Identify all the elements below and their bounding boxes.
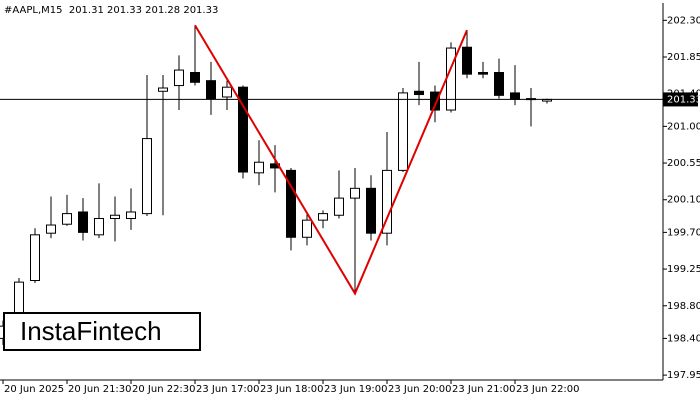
candle-body <box>78 211 88 233</box>
x-tick-label: 23 Jun 19:00 <box>324 384 388 395</box>
candle-body <box>142 138 152 215</box>
x-tick-label: 23 Jun 21:00 <box>452 384 516 395</box>
candle-body <box>62 213 72 225</box>
candle-body <box>158 87 168 92</box>
candle-body <box>462 46 472 75</box>
candle-body <box>494 72 504 96</box>
candle-body <box>398 92 408 171</box>
y-tick-label: 198.40 <box>667 333 700 344</box>
pattern-line <box>194 24 468 296</box>
x-tick-label: 20 Jun 21:30 <box>68 384 132 395</box>
candle-body <box>94 218 104 236</box>
candle-body <box>206 80 216 100</box>
y-tick-label: 200.55 <box>667 158 700 169</box>
y-tick-label: 201.85 <box>667 52 700 63</box>
candle-body <box>414 90 424 96</box>
candle-body <box>222 86 232 98</box>
y-tick-label: 199.25 <box>667 264 700 275</box>
x-tick-label: 23 Jun 18:00 <box>260 384 324 395</box>
candle-body <box>478 72 488 75</box>
candle-body <box>366 187 376 234</box>
candle-body <box>318 213 328 221</box>
current-price-label: 201.33 <box>667 94 700 105</box>
chart-title: #AAPL,M15 201.31 201.33 201.28 201.33 <box>4 5 218 16</box>
x-tick-label: 23 Jun 20:00 <box>388 384 452 395</box>
candle-body <box>254 161 264 174</box>
candle-body <box>302 219 312 238</box>
x-tick-label: 20 Jun 2025 <box>4 384 64 395</box>
candle-body <box>334 197 344 216</box>
x-tick-label: 23 Jun 17:00 <box>196 384 260 395</box>
candle-body <box>174 69 184 87</box>
logo: InstaFintech <box>3 312 201 351</box>
candle-body <box>110 214 120 220</box>
candle-body <box>238 86 248 173</box>
current-price-tag <box>663 92 698 107</box>
y-tick-label: 198.80 <box>667 301 700 312</box>
y-tick-label: 202.30 <box>667 15 700 26</box>
x-tick-label: 20 Jun 22:30 <box>132 384 196 395</box>
y-tick-label: 197.95 <box>667 370 700 381</box>
candle-body <box>510 92 520 100</box>
candle-body <box>446 47 456 111</box>
y-tick-label: 200.10 <box>667 195 700 206</box>
candle-body <box>190 72 200 83</box>
candle-body <box>350 187 360 199</box>
y-tick-label: 201.00 <box>667 121 700 132</box>
candle-body <box>126 211 136 220</box>
y-tick-label: 199.70 <box>667 227 700 238</box>
candle-body <box>430 91 440 111</box>
x-tick-label: 23 Jun 22:00 <box>516 384 580 395</box>
candle-body <box>382 169 392 234</box>
logo-box <box>3 312 201 351</box>
candle-body <box>46 224 56 234</box>
logo-text: InstaFintech <box>20 316 162 346</box>
plot-area <box>0 25 552 345</box>
candle-body <box>30 234 40 281</box>
candle-body <box>286 169 296 238</box>
